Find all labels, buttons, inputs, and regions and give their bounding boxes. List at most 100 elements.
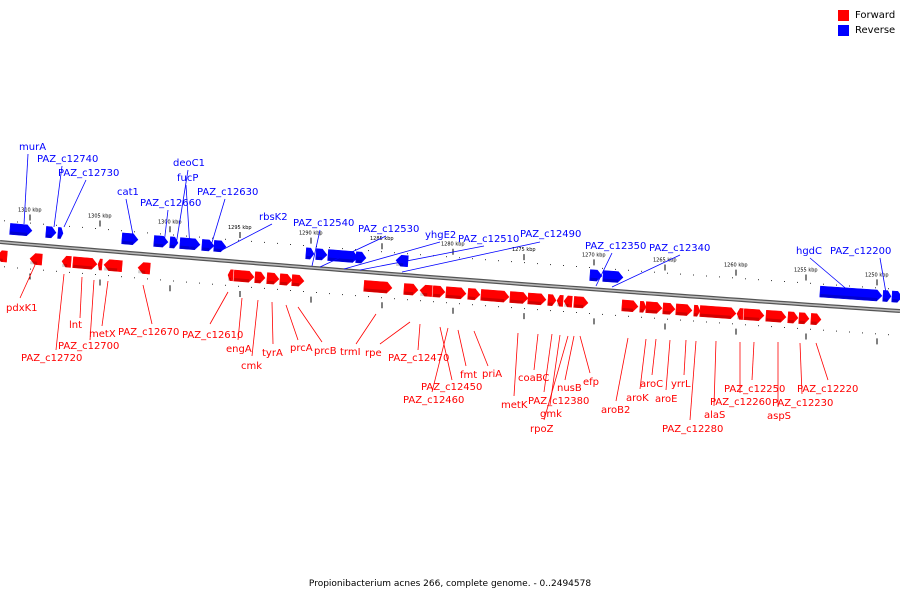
forward-gene-label: metK [501,400,528,411]
guide-dot [4,220,5,222]
guide-dot [69,271,70,273]
forward-gene-arrow [798,312,810,325]
guide-dot [238,285,239,287]
reverse-gene-arrow [153,235,169,248]
guide-dot [641,316,642,318]
forward-gene-label: PAZ_c12450 [421,382,482,393]
guide-dot [836,330,837,332]
guide-dot [303,291,304,292]
gene-arrow-shade [640,309,644,313]
forward-gene-arrow [693,304,701,317]
guide-dot [498,306,499,308]
forward-gene-arrow [675,303,693,316]
guide-dot [719,276,720,278]
leader-line [379,321,411,345]
forward-gene-label: tyrA [262,348,283,359]
guide-dot [56,224,57,226]
leader-line [142,284,153,325]
guide-dot [407,253,408,255]
guide-dot [446,302,447,304]
forward-gene-label: coaBC [518,373,549,384]
leader-line [209,291,229,325]
guide-dot [589,313,590,314]
reverse-gene-arrow [891,290,900,303]
gene-arrow-shade [590,277,598,282]
leader-line [473,330,489,367]
gene-arrow-shape [547,294,557,306]
guide-dot [277,288,278,290]
guide-dot [225,238,226,240]
forward-gene-arrow [645,301,663,314]
guide-dot [420,300,421,302]
guide-dot [186,235,187,237]
forward-gene-label: yrrL [671,379,691,390]
guide-dot [511,261,512,263]
gene-arrow-shade [404,291,414,296]
guide-dot [628,315,629,317]
reverse-swatch [838,25,849,36]
gene-arrow-shape [137,262,151,275]
reverse-gene-arrow [305,247,315,260]
gene-arrow-shade [603,278,619,283]
reverse-gene-label: PAZ_c12490 [520,229,581,240]
leader-line [713,340,717,407]
forward-gene-arrow [72,256,98,270]
gene-arrow-shape [279,273,293,286]
guide-dot [303,245,304,246]
forward-gene-arrow [787,311,799,324]
guide-dot [160,233,161,235]
guide-dot [862,332,863,334]
leader-line [651,338,657,376]
gene-arrow-shape [432,285,446,298]
reverse-gene-label: cat1 [117,187,139,198]
reverse-gene-label: PAZ_c12660 [140,198,201,209]
gene-arrow-shape [305,247,315,260]
gene-arrow-shade [104,267,118,272]
forward-gene-arrow [419,284,433,297]
guide-dot [628,269,629,271]
forward-gene-label: aroB2 [601,405,630,416]
gene-arrow-shape [363,280,393,294]
leader-line [513,332,519,397]
guide-dot [732,323,733,325]
forward-gene-label: metX [89,329,116,340]
leader-line [809,257,851,293]
reverse-gene-label: fucP [177,173,198,184]
tick-label: 1250 kbp [865,272,889,278]
gene-arrow-shape [72,256,98,270]
gene-arrow-shade [820,294,878,301]
guide-dot [381,297,382,299]
guide-dot [199,236,200,238]
forward-gene-arrow [765,309,787,323]
reverse-gene-label: PAZ_c12200 [830,246,891,257]
forward-gene-arrow [563,295,573,308]
gene-arrow-shape [227,269,234,282]
tick-label: 1310 kbp [18,208,42,214]
forward-gene-label: PAZ_c12250 [724,384,785,395]
guide-dot [771,280,772,282]
gene-arrow-shade [328,257,354,263]
reverse-gene-arrow [589,269,603,282]
guide-dot [667,272,668,274]
forward-gene-arrow [137,262,151,275]
gene-arrow-shade [30,261,38,265]
backbone-highlight [0,241,900,312]
guide-dot [524,308,525,310]
guide-dot [758,325,759,327]
leader-line [595,252,613,287]
leader-line [297,306,323,343]
guide-dot [485,259,486,261]
reverse-gene-arrow [169,236,179,249]
forward-gene-arrow [0,250,8,263]
guide-dot [160,279,161,281]
guide-dot [576,312,577,313]
forward-gene-label: prcB [314,346,337,357]
leader-line [689,340,697,421]
forward-gene-label: PAZ_c12470 [388,353,449,364]
gene-arrow-shade [883,298,888,302]
forward-gene-label: fmt [460,370,477,381]
reverse-gene-label: PAZ_c12510 [458,234,519,245]
gene-arrow-shade [214,248,222,252]
leader-line [355,313,377,345]
guide-dot [251,240,252,242]
